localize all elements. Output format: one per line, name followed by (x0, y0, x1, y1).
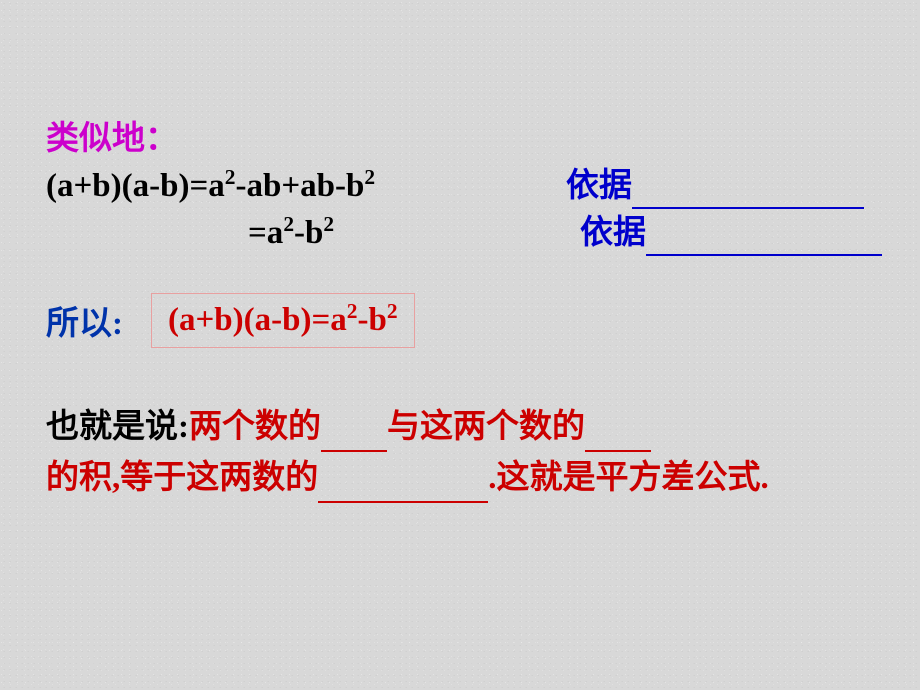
derivation-line-2: =a2-b2 依据 (46, 210, 886, 257)
therefore-label: 所以: (46, 296, 123, 344)
basis-2: 依据 (580, 210, 882, 257)
heading-similarly: 类似地： (46, 116, 886, 163)
conclusion-seg4: .这就是平方差公式. (488, 460, 769, 496)
basis-2-blank (646, 217, 882, 255)
heading-text: 类似地： (46, 121, 178, 157)
simplified-rhs: =a2-b2 (248, 215, 334, 251)
basis-1: 依据 (566, 163, 864, 210)
conclusion-blank-3 (318, 465, 488, 503)
conclusion-block: 也就是说:两个数的 与这两个数的 的积,等于这两数的 .这就是平方差公式. (46, 402, 866, 504)
therefore-row: 所以: (a+b)(a-b)=a2-b2 (46, 293, 886, 348)
conclusion-blank-2 (585, 413, 651, 451)
conclusion-seg2: 与这两个数的 (387, 409, 585, 445)
conclusion-seg3: 的积,等于这两数的 (46, 460, 318, 496)
conclusion-prefix: 也就是说: (46, 409, 189, 445)
slide-content: 类似地： (a+b)(a-b)=a2-ab+ab-b2 依据 =a2-b2 依据… (46, 116, 886, 504)
basis-1-blank (632, 170, 864, 208)
basis-1-label: 依据 (566, 168, 632, 204)
conclusion-seg1: 两个数的 (189, 409, 321, 445)
expansion-lhs: (a+b)(a-b)=a2-ab+ab-b2 (46, 168, 375, 204)
formula-box: (a+b)(a-b)=a2-b2 (151, 293, 415, 348)
conclusion-blank-1 (321, 413, 387, 451)
derivation-line-1: (a+b)(a-b)=a2-ab+ab-b2 依据 (46, 163, 886, 210)
basis-2-label: 依据 (580, 215, 646, 251)
